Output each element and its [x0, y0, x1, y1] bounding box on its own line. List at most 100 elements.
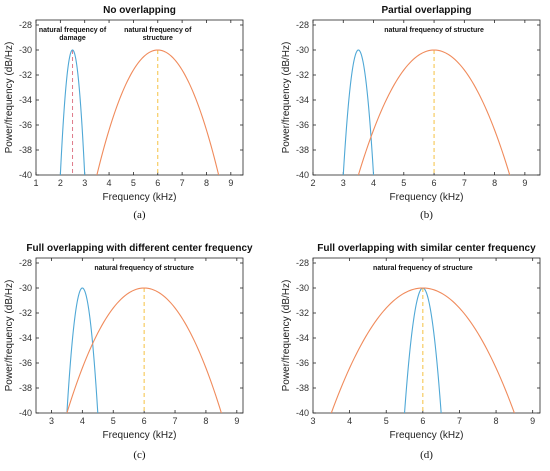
y-tick-label: -40	[296, 170, 309, 180]
y-tick-label: -38	[296, 145, 309, 155]
y-tick-label: -36	[296, 358, 309, 368]
annotation-label: natural frequency of structure	[373, 265, 473, 272]
panel-caption: (a)	[133, 209, 146, 221]
annotation-label: natural frequency of damage	[39, 27, 107, 42]
x-tick-label: 6	[432, 178, 437, 188]
annotation-label: natural frequency of structure	[124, 27, 192, 42]
x-tick-label: 7	[457, 416, 462, 426]
y-tick-label: -38	[296, 383, 309, 393]
damage-spectrum-line	[342, 49, 375, 175]
x-axis-label: Frequency (kHz)	[103, 192, 177, 203]
chart-panel-d: 3 4 5 6 7 8 9 -40 -38 -36 -34 -32 -30 -28 Full overlap…	[281, 243, 541, 461]
x-axis-label: Frequency (kHz)	[103, 430, 177, 441]
x-tick-label: 6	[420, 416, 425, 426]
structure-spectrum-line	[357, 49, 511, 175]
y-tick-label: -32	[19, 308, 32, 318]
panel-caption: (b)	[420, 209, 433, 221]
chart-panel-a: 1 2 3 4 5 6 7 8 9 -40 -38 -36 -34 -32 -30 -28 No overlap…	[4, 5, 244, 221]
x-tick-label: 8	[494, 416, 499, 426]
plot-area-frame	[312, 19, 541, 176]
y-tick-label: -34	[296, 333, 309, 343]
chart-title: No overlapping	[103, 5, 176, 16]
x-tick-label: 2	[58, 178, 63, 188]
structure-spectrum-line	[330, 287, 515, 413]
plot-area-frame	[35, 257, 244, 414]
y-tick-label: -30	[19, 283, 32, 293]
y-tick-label: -40	[19, 170, 32, 180]
y-tick-label: -30	[296, 283, 309, 293]
annotation-line: natural frequency of structure	[384, 27, 484, 34]
y-tick-label: -34	[19, 333, 32, 343]
y-tick-label: -30	[19, 45, 32, 55]
y-tick-label: -32	[296, 70, 309, 80]
y-tick-label: -28	[296, 20, 309, 30]
y-tick-label: -40	[19, 408, 32, 418]
y-tick-label: -28	[19, 20, 32, 30]
x-tick-label: 9	[234, 416, 239, 426]
x-tick-label: 2	[310, 178, 315, 188]
structure-spectrum-line	[96, 49, 220, 175]
plot-content	[342, 49, 511, 175]
y-tick-label: -34	[296, 95, 309, 105]
y-axis-label: Power/frequency (dB/Hz)	[4, 42, 15, 154]
x-tick-label: 5	[111, 416, 116, 426]
x-tick-label: 9	[522, 178, 527, 188]
x-tick-label: 4	[80, 416, 85, 426]
annotation-line: natural frequency of	[39, 27, 107, 34]
x-tick-label: 8	[203, 416, 208, 426]
x-tick-label: 5	[401, 178, 406, 188]
y-tick-label: -30	[296, 45, 309, 55]
x-tick-label: 9	[228, 178, 233, 188]
annotation-line: structure	[143, 35, 173, 42]
y-tick-label: -32	[19, 70, 32, 80]
plot-content	[66, 287, 222, 413]
annotation-line: natural frequency of structure	[373, 265, 473, 272]
x-tick-label: 7	[180, 178, 185, 188]
y-axis-label: Power/frequency (dB/Hz)	[4, 280, 15, 392]
x-tick-label: 3	[341, 178, 346, 188]
x-axis-label: Frequency (kHz)	[390, 192, 464, 203]
plot-area-frame	[35, 19, 244, 176]
x-tick-label: 5	[131, 178, 136, 188]
x-tick-label: 4	[107, 178, 112, 188]
x-tick-label: 4	[347, 416, 352, 426]
chart-panel-b: 2 3 4 5 6 7 8 9 -40 -38 -36 -34 -32 -30 -28 Partial ove…	[281, 5, 541, 221]
annotation-label: natural frequency of structure	[94, 265, 194, 272]
panel-caption: (c)	[133, 449, 146, 461]
x-tick-label: 8	[492, 178, 497, 188]
x-tick-label: 8	[204, 178, 209, 188]
annotation-line: natural frequency of	[124, 27, 192, 34]
x-tick-label: 3	[82, 178, 87, 188]
annotation-line: damage	[59, 35, 86, 42]
plot-content	[330, 287, 515, 413]
y-tick-label: -36	[19, 358, 32, 368]
x-tick-label: 6	[142, 416, 147, 426]
plot-area-frame	[312, 257, 541, 414]
y-axis-label: Power/frequency (dB/Hz)	[281, 42, 292, 154]
annotation-label: natural frequency of structure	[384, 27, 484, 34]
x-tick-label: 5	[384, 416, 389, 426]
panel-caption: (d)	[420, 449, 433, 461]
x-tick-label: 4	[371, 178, 376, 188]
y-tick-label: -32	[296, 308, 309, 318]
y-tick-label: -40	[296, 408, 309, 418]
x-tick-label: 9	[530, 416, 535, 426]
y-tick-label: -28	[296, 258, 309, 268]
damage-spectrum-line	[59, 49, 86, 175]
x-tick-label: 3	[310, 416, 315, 426]
chart-panel-c: 3 4 5 6 7 8 9 -40 -38 -36 -34 -32 -30 -28 Full overlap…	[4, 243, 253, 461]
chart-title: Full overlapping with similar center fre…	[317, 243, 536, 254]
y-tick-label: -34	[19, 95, 32, 105]
y-tick-label: -36	[296, 120, 309, 130]
chart-title: Partial overlapping	[381, 5, 471, 16]
damage-spectrum-line	[66, 287, 99, 413]
y-tick-label: -38	[19, 145, 32, 155]
x-tick-label: 6	[155, 178, 160, 188]
plot-content	[59, 49, 220, 175]
chart-title: Full overlapping with different center f…	[26, 243, 253, 254]
x-tick-label: 7	[462, 178, 467, 188]
structure-spectrum-line	[66, 287, 222, 413]
x-tick-label: 7	[173, 416, 178, 426]
x-axis-label: Frequency (kHz)	[390, 430, 464, 441]
